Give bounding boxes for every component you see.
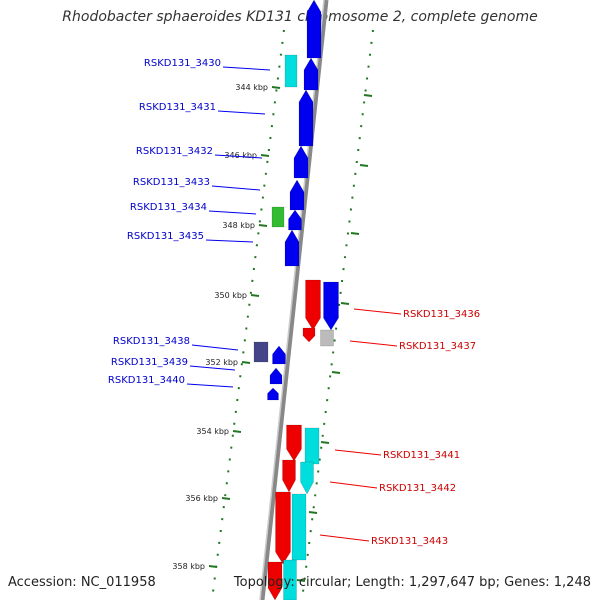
gene-arrow [300,461,314,495]
gene-label[interactable]: RSKD131_3438 [113,336,190,347]
gene-label[interactable]: RSKD131_3430 [144,58,221,69]
tick-mark [232,430,242,433]
tick-layer: 344 kbp 346 kbp 348 kbp 350 kbp 352 kbp 354 k… [172,29,374,600]
inner-tick-mark [331,371,341,374]
gene-arrow [284,54,298,88]
tick-mark [221,497,231,500]
gene-arrow [267,561,283,600]
gene-label[interactable]: RSKD131_3442 [379,483,456,494]
inner-tick-mark [359,164,369,167]
gene-arrow [302,327,316,343]
accession-label: Accession: NC_011958 [8,575,156,590]
inner-tick-mark [350,232,360,235]
tick-label: 348 kbp [222,221,255,230]
gene-label[interactable]: RSKD131_3432 [136,146,213,157]
leader-line [334,449,382,456]
gene-arrow [293,145,309,179]
tick-mark [260,154,270,157]
gene-arrow [304,427,320,465]
leader-line [191,344,239,351]
leader-line [211,185,261,191]
gene-arrow [271,206,285,228]
gene-label[interactable]: RSKD131_3440 [108,375,185,386]
gene-arrow [284,229,300,267]
tick-mark [208,565,218,568]
gene-label[interactable]: RSKD131_3431 [139,102,216,113]
gene-label[interactable]: RSKD131_3439 [111,357,188,368]
backbone-line [259,0,329,600]
leader-line [353,308,402,315]
gene-arrow [267,387,279,401]
tick-label: 344 kbp [235,83,268,92]
gene-arrow [298,89,314,147]
tick-mark [241,361,251,364]
tick-mark [250,294,260,297]
gene-label[interactable]: RSKD131_3443 [371,536,448,547]
leader-line [189,365,236,371]
gene-arrow [288,209,302,231]
genes-layer [253,0,339,600]
gene-arrow [323,281,339,331]
leader-line [205,239,254,243]
gene-label[interactable]: RSKD131_3437 [399,341,476,352]
tick-label: 346 kbp [224,151,257,160]
tick-label: 358 kbp [172,562,205,571]
gene-label[interactable]: RSKD131_3435 [127,231,204,242]
gene-arrow [286,424,302,462]
gene-arrow [272,345,286,365]
gene-arrow [320,329,334,347]
inner-tick-mark [363,94,373,97]
gene-arrow [306,0,322,59]
leader-line [319,534,370,542]
gene-arrow [289,179,305,211]
gene-label[interactable]: RSKD131_3441 [383,450,460,461]
tick-mark [271,86,281,89]
inner-tick-mark [320,441,330,444]
tick-label: 352 kbp [205,358,238,367]
gene-arrow [291,493,307,561]
inner-tick-mark [308,511,318,514]
map-title: Rhodobacter sphaeroides KD131 chromosome… [62,9,538,25]
leader-line [222,66,271,71]
gene-label[interactable]: RSKD131_3436 [403,309,480,320]
gene-label[interactable]: RSKD131_3434 [130,202,207,213]
leader-line [214,154,263,159]
tick-label: 354 kbp [196,427,229,436]
gene-arrow [303,57,319,91]
inner-tick-mark [340,302,350,305]
gene-arrow [282,459,296,493]
leader-line [329,481,378,489]
backbone-layer [259,0,329,600]
backbone-highlight [259,0,325,600]
leader-line [208,210,257,215]
tick-mark [258,224,268,227]
leader-line [217,110,266,115]
tick-label: 350 kbp [214,291,247,300]
labels-layer: RSKD131_3430 RSKD131_3431 RSKD131_3432 RSKD… [108,58,480,547]
gene-arrow [275,491,291,565]
gene-arrow [269,367,283,385]
topology-summary: Topology: circular; Length: 1,297,647 bp… [233,575,591,590]
tick-label: 356 kbp [185,494,218,503]
inner-tick-mark [296,579,306,582]
leader-line [186,383,234,388]
gene-arrow [283,559,297,600]
leader-line [349,340,398,347]
gene-arrow [305,279,321,331]
gene-arrow [253,341,269,363]
gene-label[interactable]: RSKD131_3433 [133,177,210,188]
